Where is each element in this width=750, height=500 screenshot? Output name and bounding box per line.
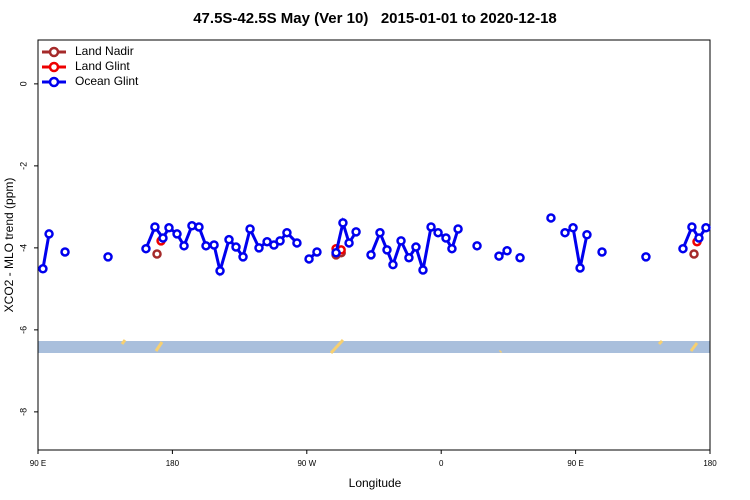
point bbox=[382, 245, 392, 255]
point bbox=[164, 223, 174, 233]
point bbox=[678, 243, 688, 254]
legend-label: Ocean Glint bbox=[75, 74, 139, 88]
x-tick-label: 90 W bbox=[297, 459, 316, 468]
point bbox=[694, 233, 704, 243]
point bbox=[426, 222, 436, 232]
band bbox=[38, 341, 710, 353]
point bbox=[38, 264, 48, 274]
x-tick-label: 180 bbox=[703, 459, 717, 468]
point bbox=[60, 247, 70, 257]
y-tick-label: -4 bbox=[18, 244, 28, 252]
x-tick-label: 180 bbox=[166, 459, 180, 468]
point bbox=[560, 227, 570, 238]
legend-marker bbox=[48, 46, 60, 58]
legend-label: Land Glint bbox=[75, 59, 130, 73]
y-tick-label: 0 bbox=[18, 81, 28, 86]
point bbox=[312, 247, 322, 257]
point bbox=[582, 230, 592, 240]
point bbox=[141, 243, 151, 254]
point bbox=[152, 249, 162, 259]
y-tick-label: -2 bbox=[18, 162, 28, 170]
point bbox=[150, 222, 160, 232]
point bbox=[494, 251, 504, 261]
point bbox=[44, 229, 54, 239]
point bbox=[331, 248, 341, 258]
point bbox=[568, 223, 578, 233]
point bbox=[515, 252, 525, 263]
point bbox=[404, 252, 414, 263]
point bbox=[194, 222, 204, 232]
point bbox=[304, 254, 314, 264]
point bbox=[447, 243, 457, 254]
point bbox=[245, 224, 255, 234]
point bbox=[292, 238, 302, 248]
point bbox=[103, 252, 113, 262]
point bbox=[158, 233, 168, 243]
point bbox=[575, 263, 585, 273]
band-streaks bbox=[120, 338, 699, 355]
point bbox=[375, 227, 385, 238]
point bbox=[388, 259, 398, 270]
chart-title: 47.5S-42.5S May (Ver 10) 2015-01-01 to 2… bbox=[193, 10, 557, 27]
point bbox=[418, 265, 428, 275]
point bbox=[472, 241, 482, 251]
point bbox=[351, 227, 361, 237]
point bbox=[689, 249, 699, 259]
x-tick-label: 90 E bbox=[30, 459, 46, 468]
point bbox=[215, 266, 225, 276]
x-axis-label: Longitude bbox=[349, 476, 402, 490]
point bbox=[441, 233, 451, 243]
point bbox=[411, 242, 421, 252]
point bbox=[231, 242, 241, 252]
point bbox=[396, 236, 406, 246]
point bbox=[687, 222, 697, 232]
point bbox=[209, 240, 219, 250]
point bbox=[338, 218, 348, 228]
legend-label: Land Nadir bbox=[75, 44, 134, 58]
point bbox=[597, 247, 607, 257]
point bbox=[269, 240, 279, 250]
point bbox=[238, 252, 248, 262]
point bbox=[224, 234, 234, 245]
y-tick-label: -6 bbox=[18, 326, 28, 334]
point bbox=[641, 252, 651, 262]
legend-marker bbox=[48, 61, 60, 73]
x-tick-label: 90 E bbox=[567, 459, 583, 468]
plot-frame bbox=[37, 39, 711, 451]
point bbox=[254, 243, 264, 253]
point bbox=[453, 224, 463, 234]
y-axis-label: XCO2 - MLO trend (ppm) bbox=[2, 178, 16, 313]
point bbox=[701, 223, 711, 233]
legend-marker bbox=[48, 76, 60, 88]
point bbox=[201, 241, 211, 251]
point bbox=[275, 236, 285, 246]
point bbox=[433, 227, 443, 238]
point bbox=[172, 229, 182, 239]
point bbox=[344, 238, 354, 248]
point bbox=[282, 227, 292, 238]
point bbox=[546, 213, 556, 223]
x-tick-label: 0 bbox=[439, 459, 444, 468]
y-tick-label: -8 bbox=[18, 408, 28, 416]
point bbox=[502, 245, 512, 256]
point bbox=[179, 241, 189, 251]
point bbox=[366, 250, 376, 260]
